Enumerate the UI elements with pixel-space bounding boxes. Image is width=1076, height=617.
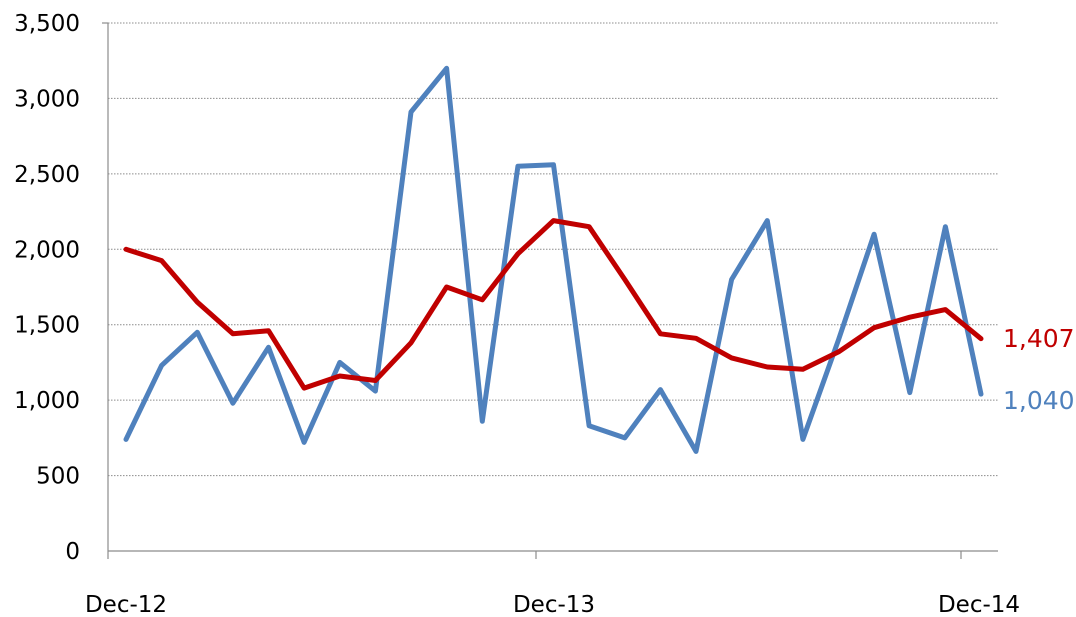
gridlines bbox=[108, 22, 998, 477]
series-end-labels: 1,040 1,407 bbox=[1003, 324, 1075, 415]
y-tick-label: 2,500 bbox=[14, 162, 80, 188]
series-end-label: 1,407 bbox=[1003, 324, 1075, 353]
y-tick-label: 1,500 bbox=[14, 313, 80, 339]
y-tick-label: 0 bbox=[65, 539, 80, 565]
x-tick-label: Dec-12 bbox=[85, 592, 167, 617]
y-tick-label: 1,000 bbox=[14, 388, 80, 414]
series-line-1 bbox=[123, 218, 984, 391]
x-tick-label: Dec-14 bbox=[938, 592, 1020, 617]
series-line-0 bbox=[123, 65, 984, 454]
y-tick-label: 500 bbox=[36, 464, 80, 490]
series-end-label: 1,040 bbox=[1003, 386, 1075, 415]
y-tick-label: 3,000 bbox=[14, 86, 80, 112]
y-tick-label: 3,500 bbox=[14, 11, 80, 37]
axes bbox=[102, 22, 998, 559]
x-tick-label: Dec-13 bbox=[513, 592, 595, 617]
x-axis-tick-labels: Dec-12 Dec-13 Dec-14 bbox=[85, 592, 1020, 617]
y-tick-label: 2,000 bbox=[14, 237, 80, 263]
series-lines bbox=[123, 65, 984, 454]
y-axis-tick-labels: 0 500 1,000 1,500 2,000 2,500 3,000 3,500 bbox=[14, 11, 80, 565]
